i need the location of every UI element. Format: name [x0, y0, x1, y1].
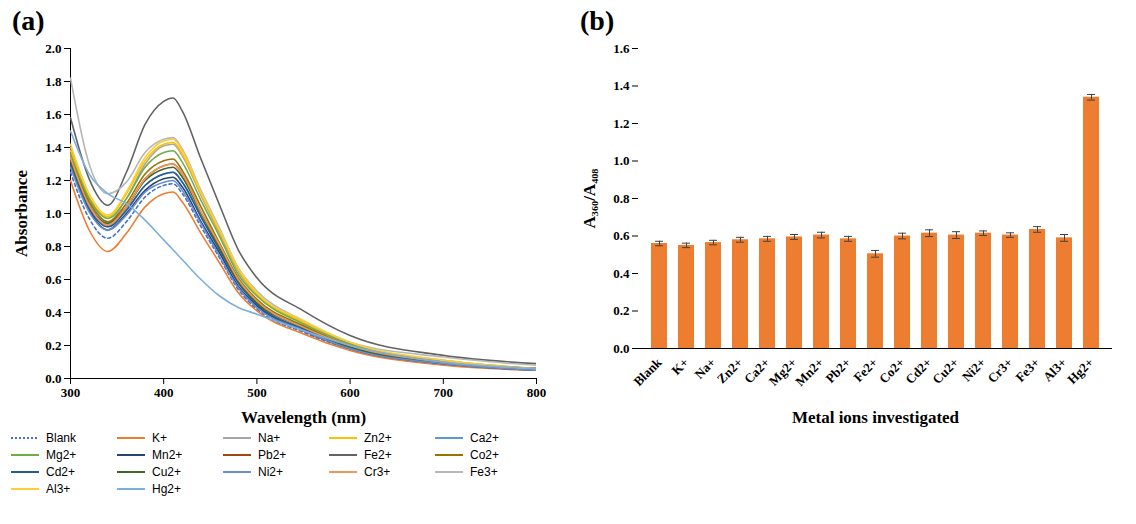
svg-text:0.4: 0.4 — [613, 266, 630, 281]
svg-text:Mg2+: Mg2+ — [766, 355, 800, 389]
svg-text:Ni2+: Ni2+ — [959, 355, 989, 385]
svg-text:Cu2+: Cu2+ — [929, 355, 961, 387]
html-text:K+: K+ — [152, 431, 167, 445]
svg-text:0.6: 0.6 — [45, 272, 62, 287]
svg-text:300: 300 — [61, 385, 81, 400]
html-text:Hg2+: Hg2+ — [152, 482, 181, 496]
svg-text:800: 800 — [527, 385, 547, 400]
svg-text:2.0: 2.0 — [45, 41, 61, 56]
html-text:Mn2+: Mn2+ — [152, 448, 183, 462]
svg-text:0.6: 0.6 — [613, 228, 630, 243]
html-text:Fe3+: Fe3+ — [470, 465, 498, 479]
svg-text:1.6: 1.6 — [45, 107, 62, 122]
svg-text:Na+: Na+ — [691, 354, 719, 382]
svg-text:K+: K+ — [669, 355, 692, 378]
svg-text:Mn2+: Mn2+ — [792, 355, 826, 389]
svg-text:Wavelength (nm): Wavelength (nm) — [241, 408, 366, 427]
svg-text:Zn2+: Zn2+ — [714, 355, 746, 387]
svg-text:Cr3+: Cr3+ — [984, 355, 1015, 386]
svg-text:Ca2+: Ca2+ — [741, 355, 773, 387]
html-text:Ca2+: Ca2+ — [470, 431, 499, 445]
svg-text:1.8: 1.8 — [45, 74, 62, 89]
svg-text:500: 500 — [247, 385, 267, 400]
svg-text:0.0: 0.0 — [613, 341, 629, 356]
svg-text:0.0: 0.0 — [45, 371, 61, 386]
html-text:Cu2+: Cu2+ — [152, 465, 181, 479]
svg-text:0.8: 0.8 — [613, 191, 630, 206]
html-text:Zn2+: Zn2+ — [364, 431, 392, 445]
html-text:(a): (a) — [12, 5, 45, 36]
svg-text:1.2: 1.2 — [613, 116, 629, 131]
svg-text:Metal ions investigated: Metal ions investigated — [792, 408, 960, 427]
svg-text:400: 400 — [154, 385, 174, 400]
svg-text:1.4: 1.4 — [613, 78, 630, 93]
svg-text:0.2: 0.2 — [45, 338, 61, 353]
svg-text:1.0: 1.0 — [45, 206, 61, 221]
svg-text:Fe2+: Fe2+ — [850, 355, 880, 385]
svg-text:Hg2+: Hg2+ — [1064, 355, 1096, 387]
svg-text:0.4: 0.4 — [45, 305, 62, 320]
svg-text:Co2+: Co2+ — [876, 355, 908, 387]
html-text:Co2+: Co2+ — [470, 448, 499, 462]
html-text:Mg2+: Mg2+ — [46, 448, 77, 462]
svg-text:1.0: 1.0 — [613, 153, 629, 168]
html-text:(b): (b) — [580, 5, 615, 36]
svg-text:Cd2+: Cd2+ — [902, 355, 934, 387]
svg-text:0.8: 0.8 — [45, 239, 62, 254]
svg-text:Blank: Blank — [630, 354, 665, 389]
html-text:Cd2+: Cd2+ — [46, 465, 75, 479]
html-text:Al3+: Al3+ — [46, 482, 71, 496]
svg-text:Al3+: Al3+ — [1040, 355, 1070, 385]
html-text:Fe2+: Fe2+ — [364, 448, 392, 462]
svg-text:1.2: 1.2 — [45, 173, 61, 188]
svg-text:1.4: 1.4 — [45, 140, 62, 155]
html-text:Na+: Na+ — [258, 431, 281, 445]
svg-text:1.6: 1.6 — [613, 41, 630, 56]
svg-text:Pb2+: Pb2+ — [822, 355, 853, 386]
html-text:Cr3+: Cr3+ — [364, 465, 391, 479]
svg-text:Absorbance: Absorbance — [12, 170, 31, 257]
svg-text:0.2: 0.2 — [613, 303, 629, 318]
svg-text:600: 600 — [340, 385, 360, 400]
html-text:Pb2+: Pb2+ — [258, 448, 287, 462]
html-text:Ni2+: Ni2+ — [258, 465, 283, 479]
svg-text:A₃₆₀/A₄₀₈: A₃₆₀/A₄₀₈ — [580, 169, 599, 229]
html-text:Blank: Blank — [46, 431, 76, 445]
svg-text:700: 700 — [434, 385, 454, 400]
svg-text:Fe3+: Fe3+ — [1012, 355, 1042, 385]
